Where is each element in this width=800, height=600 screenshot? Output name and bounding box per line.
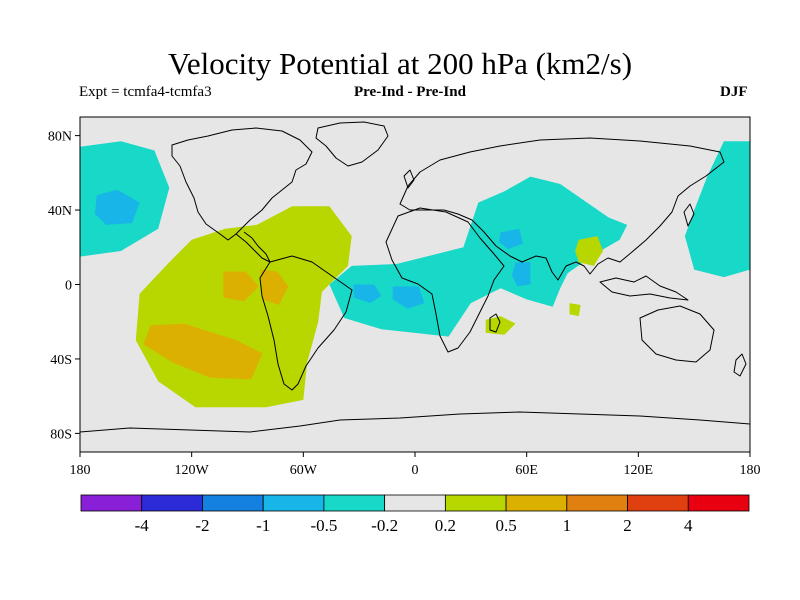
y-tick-label: 40N [48,204,72,219]
colorbar-swatch [505,494,568,512]
colorbar-label: -1 [256,516,270,535]
colorbar-label: 0.5 [495,516,516,535]
coastlines-layer [80,121,750,433]
coastline-north-america [171,127,313,241]
colorbar-label: -2 [195,516,209,535]
colorbar-swatch [444,494,507,512]
colorbar-swatch [627,494,689,512]
y-tick-label: 0 [65,279,72,294]
coastline-africa [385,207,505,353]
coastline-australia [639,305,715,363]
coastline-south-america [259,255,353,391]
colorbar-swatch [202,494,264,512]
y-tick-label: 80S [50,427,72,442]
region-southeast-asia-positive [575,236,603,266]
coastline-madagascar [489,313,501,333]
coastline-greenland [315,121,389,167]
chart-title: Velocity Potential at 200 hPa (km2/s) [167,46,633,81]
subtitle-center: Pre-Ind - Pre-Ind [354,84,466,100]
x-tick-label: 120E [624,463,654,478]
contour-fill-layer [80,141,750,408]
colorbar-swatch [384,494,446,512]
colorbar-swatch [323,494,386,512]
region-arabia-negative-core [498,228,523,250]
region-equatorial-positive-core [223,271,259,302]
colorbar-label: 0.2 [435,516,456,535]
colorbar-label: -0.2 [371,516,398,535]
region-atlantic-negative-core-east [392,286,425,309]
y-tick-label: 80N [48,130,72,145]
region-subtropical-positive-core [143,323,263,380]
colorbar-label: 4 [684,516,693,535]
region-north-pacific-core [94,189,140,225]
coastline-antarctica [80,411,750,433]
colorbar: -4 -2 -1 -0.5 -0.2 0.2 0.5 1 2 4 [80,494,750,535]
coastline-japan [683,203,695,227]
colorbar-swatch [262,494,325,512]
region-indian-ocean-negative-core [511,262,531,287]
region-andes-positive-core [260,269,289,305]
x-tick-label: 60W [290,463,318,478]
coastline-british-isles [403,169,415,189]
colorbar-label: 2 [623,516,632,535]
colorbar-swatch [141,494,203,512]
coastline-new-zealand [733,353,747,377]
colorbar-swatch [687,494,750,512]
axes-layer: 180 120W 60W 0 60E 120E 180 80N 40N 0 40S 80S [48,130,761,478]
x-tick-label: 120W [175,463,210,478]
subtitle-left: Expt = tcmfa4-tcmfa3 [79,84,212,100]
subtitle-right: DJF [720,84,748,100]
x-tick-label: 180 [740,463,761,478]
colorbar-label: -0.5 [310,516,337,535]
coastline-southeast-asia-islands [599,275,689,301]
x-tick-label: 60E [515,463,538,478]
region-atlantic-negative-core-west [353,284,382,304]
colorbar-label: 1 [563,516,572,535]
x-tick-label: 180 [70,463,91,478]
region-west-pacific-negative [684,141,750,278]
x-tick-label: 0 [412,463,419,478]
coastline-eurasia [399,137,725,281]
colorbar-label: -4 [135,516,150,535]
colorbar-swatch [80,494,143,512]
colorbar-swatch [566,494,628,512]
y-tick-label: 40S [50,353,72,368]
region-madagascar-positive [485,316,516,335]
region-indian-ocean-positive-spot [569,303,581,317]
